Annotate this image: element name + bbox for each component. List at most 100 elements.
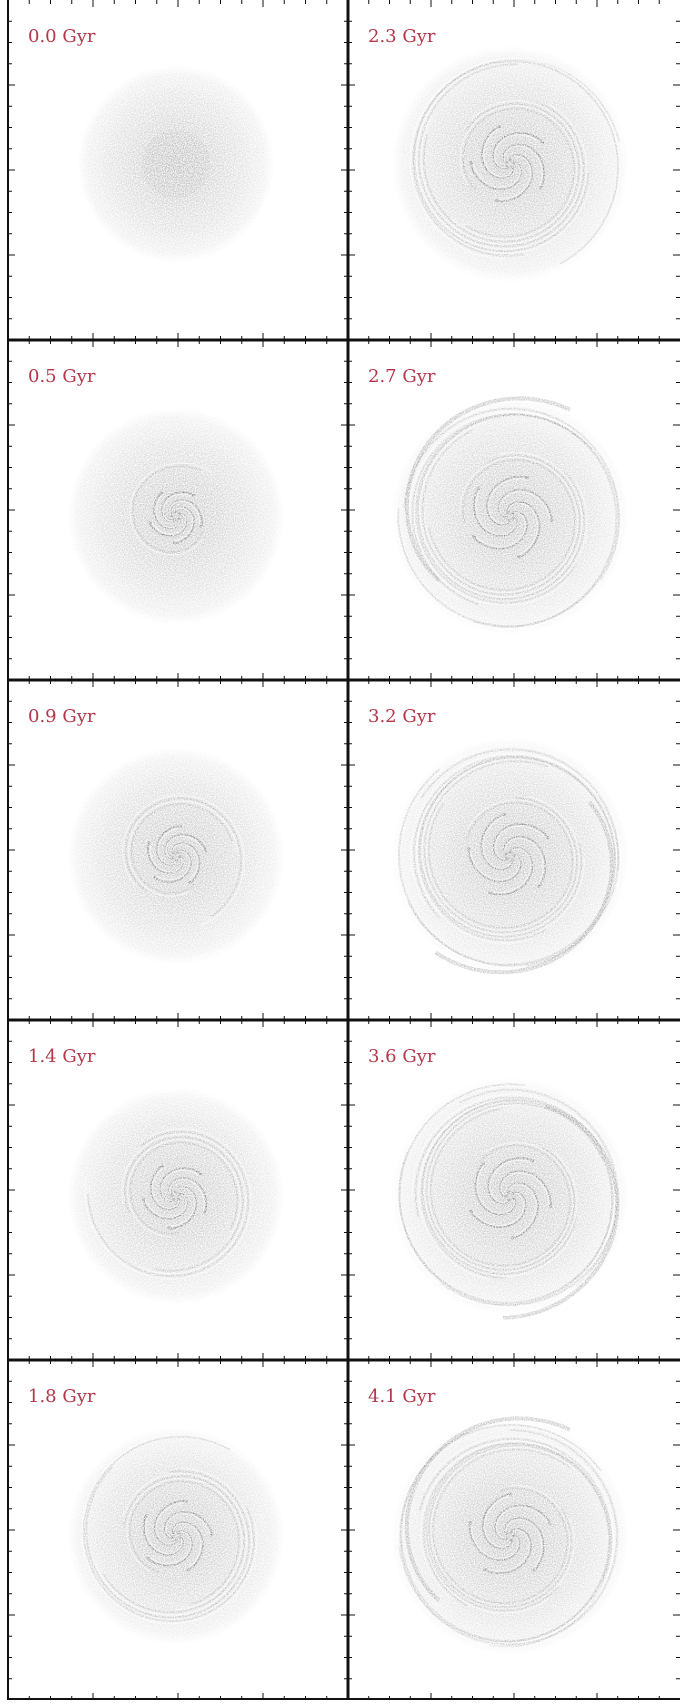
inner-arm-gap (472, 1192, 526, 1227)
spiral-arms (129, 462, 213, 556)
tidal-arc (404, 396, 571, 583)
inner-arm-gap (155, 494, 181, 528)
outer-arm (85, 1465, 251, 1619)
inner-arm-gap (165, 1512, 211, 1538)
inner-arm-gap (170, 1187, 196, 1228)
outer-arm (422, 102, 580, 243)
outer-arm-gap (92, 1472, 248, 1616)
inner-arm-gap (495, 1506, 549, 1539)
outer-arm (398, 1083, 619, 1307)
tidal-arc (434, 800, 614, 975)
outer-arm (128, 1480, 240, 1606)
outer-arm (423, 760, 578, 934)
galaxy-disk (78, 66, 274, 262)
inner-arm-gap (151, 1167, 180, 1209)
inner-arm-gap (165, 835, 204, 859)
inner-arm-gap (469, 850, 521, 881)
galaxy-disk (392, 46, 628, 282)
outer-arm (397, 1442, 611, 1643)
inner-arm-gap (504, 837, 545, 885)
outer-arm-gap (425, 787, 577, 932)
outer-arm-gap (423, 456, 579, 594)
outer-arm-gap (427, 1103, 574, 1270)
outer-arm-gap (84, 1128, 252, 1280)
outer-arm-gap (451, 104, 578, 241)
inner-arm-gap (476, 1165, 516, 1214)
outer-arm (417, 63, 585, 248)
tidal-arc (404, 1416, 571, 1603)
inner-arm-gap (482, 128, 513, 178)
outer-arm-gap (127, 800, 239, 897)
simulation-panel: 2.7 Gyr (348, 340, 680, 680)
outer-arm-gap (81, 1434, 258, 1625)
galaxy-disk (392, 1416, 628, 1654)
outer-arm (399, 1423, 619, 1646)
outer-arm (429, 1107, 572, 1267)
spiral-arms (81, 1434, 258, 1625)
outer-arm-gap (396, 1093, 617, 1306)
galaxy-disk (392, 1078, 628, 1320)
inner-arm-gap (144, 1517, 183, 1555)
time-label: 1.8 Gyr (28, 1386, 96, 1407)
inner-arm-gap (162, 493, 192, 522)
inner-arm-gap (474, 490, 517, 536)
simulation-panel: 2.3 Gyr (348, 0, 680, 340)
spiral-arms (395, 744, 623, 975)
outer-arm (427, 458, 577, 592)
disk-glow (68, 408, 284, 624)
outer-arm-gap (396, 1081, 622, 1309)
inner-arm-gap (500, 1171, 550, 1205)
galaxy-disk (392, 738, 628, 975)
outer-arm (421, 429, 581, 596)
time-label: 0.9 Gyr (28, 706, 96, 727)
inner-arm-gap (151, 513, 187, 536)
outer-arm-gap (396, 1422, 622, 1649)
outer-arm-gap (415, 60, 588, 251)
spiral-arms (395, 396, 623, 630)
outer-arm-gap (408, 410, 620, 630)
inner-arm-gap (493, 133, 541, 169)
outer-arm (427, 801, 574, 929)
inner-arm-gap (144, 1194, 187, 1219)
simulation-panel: 1.4 Gyr (8, 1020, 348, 1360)
time-label: 0.5 Gyr (28, 366, 96, 387)
simulation-panel: 4.1 Gyr (348, 1360, 680, 1700)
spiral-arms (121, 794, 245, 927)
spiral-arms (84, 1128, 252, 1280)
inner-arm-gap (487, 477, 526, 525)
inner-arm-gap (487, 1529, 531, 1573)
simulation-panel: 3.2 Gyr (348, 680, 680, 1020)
outer-arm-gap (420, 100, 583, 246)
outer-arm (425, 1102, 605, 1271)
inner-arm-gap (149, 1531, 192, 1565)
tidal-arc (502, 1104, 620, 1320)
outer-arm (129, 1141, 239, 1235)
galaxy-disk (68, 748, 284, 964)
inner-arm-gap (489, 1159, 531, 1204)
outer-arm (87, 1130, 250, 1278)
inner-arm-gap (155, 1502, 185, 1545)
outer-arm-gap (420, 757, 581, 936)
inner-arm-gap (508, 1183, 538, 1237)
inner-arm-gap (472, 163, 521, 189)
simulation-panel: 0.0 Gyr (8, 0, 348, 340)
inner-arm-gap (157, 850, 191, 881)
outer-arm-gap (125, 1477, 243, 1611)
outer-arm-gap (395, 404, 623, 630)
outer-arm-gap (121, 794, 245, 927)
panel-frame (7, 0, 680, 1700)
disk-core (141, 129, 211, 199)
outer-arm-gap (398, 1422, 615, 1645)
outer-arm (124, 797, 243, 918)
spiral-arms (395, 1416, 622, 1649)
inner-arm-gap (498, 155, 532, 201)
galaxy-disk (392, 396, 628, 634)
outer-arm (131, 464, 205, 554)
inner-arm-gap (505, 1518, 543, 1568)
disk-glow (68, 748, 284, 964)
time-label: 4.1 Gyr (368, 1386, 436, 1407)
outer-arm (462, 107, 576, 238)
time-label: 2.3 Gyr (368, 26, 436, 47)
spiral-arms (409, 57, 625, 275)
